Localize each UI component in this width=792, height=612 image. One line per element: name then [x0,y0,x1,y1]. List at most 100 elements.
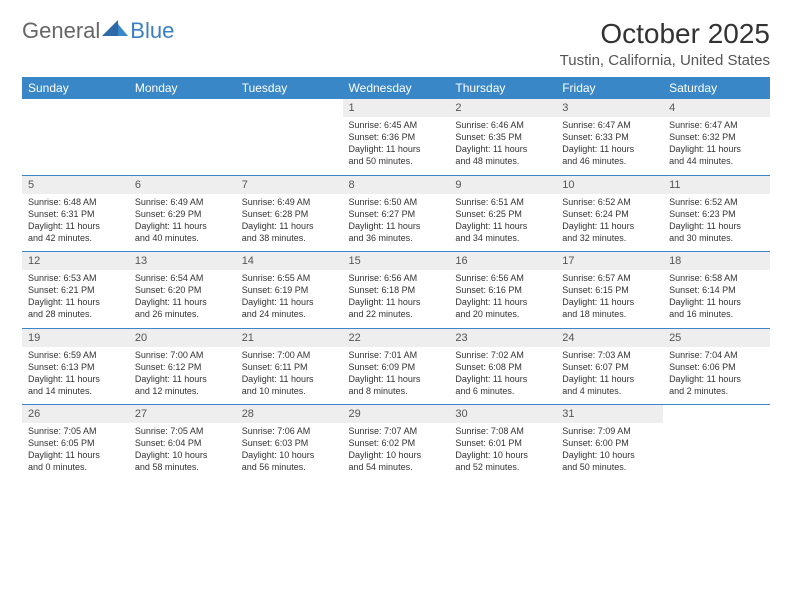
day-number-cell: 8 [343,176,450,194]
daylight-text: Daylight: 11 hours [562,220,657,232]
day-detail-cell [236,117,343,175]
sunrise-text: Sunrise: 6:47 AM [669,119,764,131]
day-detail-cell: Sunrise: 7:00 AMSunset: 6:11 PMDaylight:… [236,347,343,405]
daylight-text: Daylight: 11 hours [28,220,123,232]
daylight-text: and 52 minutes. [455,461,550,473]
sunrise-text: Sunrise: 6:54 AM [135,272,230,284]
day-header: Saturday [663,77,770,99]
sunrise-text: Sunrise: 6:47 AM [562,119,657,131]
sunset-text: Sunset: 6:28 PM [242,208,337,220]
daylight-text: Daylight: 10 hours [455,449,550,461]
daylight-text: Daylight: 11 hours [135,296,230,308]
daylight-text: and 46 minutes. [562,155,657,167]
day-number-cell [129,99,236,117]
calendar-table: Sunday Monday Tuesday Wednesday Thursday… [22,77,770,481]
sunrise-text: Sunrise: 7:02 AM [455,349,550,361]
day-number-cell: 20 [129,329,236,347]
sunset-text: Sunset: 6:12 PM [135,361,230,373]
daylight-text: Daylight: 11 hours [349,143,444,155]
logo: General Blue [22,18,174,44]
day-detail-cell: Sunrise: 7:02 AMSunset: 6:08 PMDaylight:… [449,347,556,405]
day-header: Thursday [449,77,556,99]
sunset-text: Sunset: 6:15 PM [562,284,657,296]
daylight-text: and 50 minutes. [349,155,444,167]
daylight-text: and 14 minutes. [28,385,123,397]
day-detail-cell [129,117,236,175]
sunset-text: Sunset: 6:04 PM [135,437,230,449]
day-detail-cell: Sunrise: 6:49 AMSunset: 6:29 PMDaylight:… [129,194,236,252]
daylight-text: Daylight: 11 hours [669,220,764,232]
sunrise-text: Sunrise: 6:49 AM [242,196,337,208]
sunrise-text: Sunrise: 7:01 AM [349,349,444,361]
day-header: Friday [556,77,663,99]
daylight-text: Daylight: 11 hours [455,373,550,385]
day-detail-cell: Sunrise: 7:03 AMSunset: 6:07 PMDaylight:… [556,347,663,405]
sunset-text: Sunset: 6:16 PM [455,284,550,296]
daylight-text: and 30 minutes. [669,232,764,244]
sunrise-text: Sunrise: 6:50 AM [349,196,444,208]
day-detail-cell: Sunrise: 6:51 AMSunset: 6:25 PMDaylight:… [449,194,556,252]
day-detail-cell: Sunrise: 7:08 AMSunset: 6:01 PMDaylight:… [449,423,556,481]
day-number-cell [22,99,129,117]
day-number-cell: 12 [22,252,129,270]
daylight-text: and 2 minutes. [669,385,764,397]
day-number-row: 262728293031 [22,405,770,423]
logo-mark-icon [102,20,128,43]
sunset-text: Sunset: 6:29 PM [135,208,230,220]
sunset-text: Sunset: 6:09 PM [349,361,444,373]
sunrise-text: Sunrise: 7:09 AM [562,425,657,437]
daylight-text: Daylight: 10 hours [242,449,337,461]
day-detail-cell: Sunrise: 7:01 AMSunset: 6:09 PMDaylight:… [343,347,450,405]
daylight-text: and 20 minutes. [455,308,550,320]
day-number-row: 567891011 [22,176,770,194]
daylight-text: Daylight: 11 hours [135,373,230,385]
logo-text-blue: Blue [130,18,174,44]
day-detail-row: Sunrise: 6:59 AMSunset: 6:13 PMDaylight:… [22,347,770,405]
day-detail-cell: Sunrise: 7:06 AMSunset: 6:03 PMDaylight:… [236,423,343,481]
day-header-row: Sunday Monday Tuesday Wednesday Thursday… [22,77,770,99]
daylight-text: Daylight: 11 hours [28,296,123,308]
daylight-text: Daylight: 10 hours [135,449,230,461]
day-number-cell: 22 [343,329,450,347]
daylight-text: Daylight: 11 hours [349,296,444,308]
daylight-text: Daylight: 11 hours [562,373,657,385]
sunset-text: Sunset: 6:31 PM [28,208,123,220]
sunset-text: Sunset: 6:21 PM [28,284,123,296]
day-detail-cell: Sunrise: 6:48 AMSunset: 6:31 PMDaylight:… [22,194,129,252]
day-header: Monday [129,77,236,99]
sunset-text: Sunset: 6:05 PM [28,437,123,449]
sunset-text: Sunset: 6:27 PM [349,208,444,220]
day-number-cell: 13 [129,252,236,270]
daylight-text: and 4 minutes. [562,385,657,397]
day-number-cell [236,99,343,117]
day-detail-cell: Sunrise: 6:49 AMSunset: 6:28 PMDaylight:… [236,194,343,252]
daylight-text: Daylight: 11 hours [28,373,123,385]
day-detail-cell: Sunrise: 6:52 AMSunset: 6:24 PMDaylight:… [556,194,663,252]
sunset-text: Sunset: 6:33 PM [562,131,657,143]
day-number-row: 12131415161718 [22,252,770,270]
sunrise-text: Sunrise: 7:00 AM [135,349,230,361]
daylight-text: and 16 minutes. [669,308,764,320]
sunrise-text: Sunrise: 6:56 AM [349,272,444,284]
daylight-text: and 58 minutes. [135,461,230,473]
daylight-text: and 0 minutes. [28,461,123,473]
daylight-text: and 56 minutes. [242,461,337,473]
sunset-text: Sunset: 6:06 PM [669,361,764,373]
daylight-text: and 18 minutes. [562,308,657,320]
daylight-text: and 32 minutes. [562,232,657,244]
day-number-cell: 16 [449,252,556,270]
day-number-cell: 4 [663,99,770,117]
daylight-text: and 40 minutes. [135,232,230,244]
day-detail-row: Sunrise: 6:45 AMSunset: 6:36 PMDaylight:… [22,117,770,175]
sunrise-text: Sunrise: 6:45 AM [349,119,444,131]
daylight-text: and 38 minutes. [242,232,337,244]
sunset-text: Sunset: 6:02 PM [349,437,444,449]
sunset-text: Sunset: 6:20 PM [135,284,230,296]
sunrise-text: Sunrise: 7:00 AM [242,349,337,361]
day-detail-cell: Sunrise: 6:52 AMSunset: 6:23 PMDaylight:… [663,194,770,252]
title-block: October 2025 Tustin, California, United … [560,18,770,69]
day-number-cell: 23 [449,329,556,347]
sunset-text: Sunset: 6:03 PM [242,437,337,449]
sunrise-text: Sunrise: 6:58 AM [669,272,764,284]
daylight-text: Daylight: 11 hours [455,220,550,232]
